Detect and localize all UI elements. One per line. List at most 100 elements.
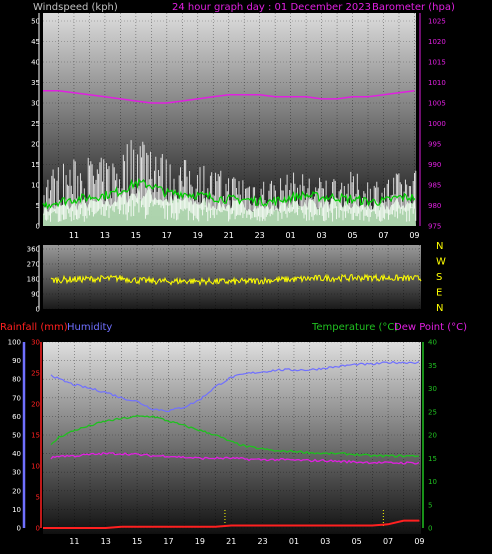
direction-y-tick: 360	[27, 246, 40, 254]
wind-x-tick: 05	[347, 231, 357, 240]
barometer-axis-label: Barometer (hpa)	[372, 2, 455, 13]
temperature-y-tick: 5	[428, 501, 432, 509]
humidity-y-tick: 80	[12, 376, 21, 384]
wind-x-tick: 15	[131, 231, 141, 240]
temperature-axis-label: Temperature (°C)	[311, 322, 398, 333]
barometer-y-tick: 1005	[428, 100, 446, 108]
climate-x-tick: 17	[163, 537, 173, 546]
wind-y-tick: 35	[31, 79, 40, 87]
wind-y-tick: 50	[31, 18, 40, 26]
rain-y-tick: 15	[31, 432, 40, 440]
humidity-y-tick: 10	[12, 506, 21, 514]
compass-label: N	[436, 303, 443, 314]
wind-x-tick: 23	[255, 231, 265, 240]
barometer-y-tick: 975	[428, 223, 441, 231]
barometer-series	[43, 89, 415, 104]
wind-x-tick: 03	[316, 231, 326, 240]
wind-y-tick: 25	[31, 120, 40, 128]
rain-y-tick: 10	[31, 463, 40, 471]
chart-title: 24 hour graph day : 01 December 2023	[172, 2, 371, 13]
wind-x-tick: 21	[224, 231, 234, 240]
rain-y-tick: 20	[31, 401, 40, 409]
climate-x-tick: 03	[320, 537, 330, 546]
compass-label: W	[436, 257, 446, 268]
direction-y-tick: 270	[27, 261, 40, 269]
barometer-y-tick: 1000	[428, 120, 446, 128]
temperature-y-tick: 15	[428, 455, 437, 463]
rain-y-tick: 0	[36, 525, 40, 533]
direction-y-tick: 90	[31, 291, 40, 299]
wind-y-tick: 30	[31, 100, 40, 108]
humidity-y-tick: 50	[12, 432, 21, 440]
compass-label: E	[436, 288, 442, 299]
barometer-y-tick: 1015	[428, 59, 446, 67]
barometer-y-tick: 990	[428, 161, 441, 169]
wind-x-tick: 01	[286, 231, 296, 240]
climate-panel-bg	[43, 342, 421, 534]
wind-x-tick: 19	[193, 231, 203, 240]
humidity-series	[50, 360, 420, 413]
barometer-y-tick: 980	[428, 202, 441, 210]
humidity-axis-label: Humidity	[67, 322, 112, 333]
climate-x-tick: 07	[383, 537, 393, 546]
wind-y-tick: 10	[31, 182, 40, 190]
temperature-y-tick: 40	[428, 339, 437, 347]
wind-y-tick: 5	[36, 202, 40, 210]
wind-y-tick: 40	[31, 59, 40, 67]
humidity-y-tick: 60	[12, 413, 21, 421]
wind-x-tick: 09	[409, 231, 419, 240]
rain-y-tick: 25	[31, 370, 40, 378]
rain-axis-label: Rainfall (mm)	[0, 322, 68, 333]
humidity-y-tick: 30	[12, 469, 21, 477]
temperature-y-tick: 10	[428, 478, 437, 486]
climate-x-tick: 21	[226, 537, 236, 546]
wind-y-tick: 20	[31, 141, 40, 149]
wind-direction-series	[50, 273, 422, 287]
temperature-series	[50, 415, 419, 458]
wind-x-tick: 11	[69, 231, 79, 240]
wind-speed-area	[43, 185, 416, 226]
humidity-y-tick: 40	[12, 450, 21, 458]
compass-label: N	[436, 241, 443, 252]
climate-x-tick: 19	[195, 537, 205, 546]
wind-average-series	[42, 178, 416, 210]
wind-y-tick: 0	[36, 223, 40, 231]
humidity-y-tick: 90	[12, 357, 21, 365]
dewpoint-axis-label: Dew Point (°C)	[394, 322, 467, 333]
temperature-y-tick: 25	[428, 408, 437, 416]
humidity-y-tick: 20	[12, 487, 21, 495]
compass-label: S	[436, 272, 442, 283]
wind-x-tick: 07	[378, 231, 388, 240]
wind-y-tick: 15	[31, 161, 40, 169]
climate-x-tick: 11	[69, 537, 79, 546]
humidity-y-tick: 100	[8, 339, 21, 347]
climate-x-tick: 05	[352, 537, 362, 546]
barometer-y-tick: 1020	[428, 38, 446, 46]
barometer-y-tick: 985	[428, 182, 441, 190]
wind-axis-label: Windspeed (kph)	[33, 2, 118, 13]
humidity-y-tick: 0	[17, 525, 21, 533]
humidity-y-tick: 70	[12, 394, 21, 402]
temperature-y-tick: 30	[428, 385, 437, 393]
barometer-y-tick: 1010	[428, 79, 446, 87]
climate-x-tick: 13	[101, 537, 111, 546]
wind-x-tick: 13	[100, 231, 110, 240]
wind-x-tick: 17	[162, 231, 172, 240]
direction-y-tick: 0	[36, 306, 40, 314]
climate-x-tick: 09	[414, 537, 424, 546]
barometer-y-tick: 995	[428, 141, 441, 149]
temperature-y-tick: 0	[428, 525, 432, 533]
rain-y-tick: 30	[31, 339, 40, 347]
climate-x-tick: 23	[257, 537, 267, 546]
temperature-y-tick: 20	[428, 432, 437, 440]
direction-y-tick: 180	[27, 276, 40, 284]
wind-y-tick: 45	[31, 38, 40, 46]
barometer-y-tick: 1025	[428, 18, 446, 26]
climate-x-tick: 15	[132, 537, 142, 546]
dewpoint-series	[50, 451, 420, 465]
rainfall-series	[43, 519, 420, 529]
temperature-y-tick: 35	[428, 362, 437, 370]
rain-y-tick: 5	[36, 494, 40, 502]
climate-x-tick: 01	[289, 537, 299, 546]
